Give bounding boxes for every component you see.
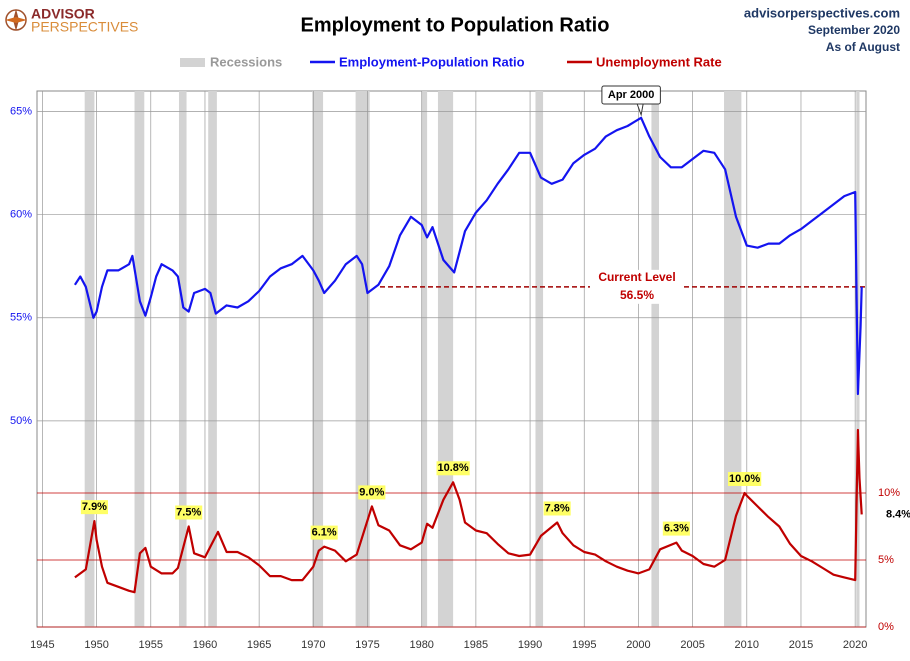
- callout-box: [601, 85, 661, 105]
- annotation: Current Level: [598, 270, 675, 284]
- annotation: 56.5%: [620, 288, 654, 302]
- legend-label: Unemployment Rate: [596, 54, 722, 69]
- source: advisorperspectives.com: [744, 5, 900, 20]
- value-label: 6.1%: [312, 527, 337, 539]
- y-tick-label: 50%: [10, 415, 32, 427]
- recession-band: [651, 91, 660, 627]
- value-label: 10.8%: [438, 462, 469, 474]
- value-label: 6.3%: [664, 522, 689, 534]
- value-label-bg: [662, 521, 690, 536]
- y-tick-label: 65%: [10, 106, 32, 118]
- x-tick-label: 1965: [247, 639, 271, 651]
- x-tick-label: 1970: [301, 639, 325, 651]
- x-tick-label: 1990: [518, 639, 542, 651]
- x-tick-label: 1955: [139, 639, 163, 651]
- value-label-bg: [175, 505, 203, 520]
- value-label: 7.5%: [176, 506, 201, 518]
- value-label: 7.9%: [82, 501, 107, 513]
- x-tick-label: 1985: [464, 639, 488, 651]
- value-label-bg: [80, 500, 108, 515]
- recession-band: [312, 91, 324, 627]
- y2-tick-label: 5%: [878, 554, 894, 566]
- series-line: [74, 428, 863, 594]
- brand: PERSPECTIVES: [31, 19, 138, 35]
- callout: Apr 2000: [608, 89, 654, 101]
- series-line: [73, 116, 863, 396]
- x-tick-label: 2020: [843, 639, 867, 651]
- legend-label: Recessions: [210, 54, 282, 69]
- legend-swatch: [180, 58, 205, 67]
- brand: ADVISOR: [31, 6, 95, 22]
- x-tick-label: 1975: [355, 639, 379, 651]
- value-label: 7.8%: [545, 502, 570, 514]
- recession-band: [134, 91, 145, 627]
- x-tick-label: 2015: [789, 639, 813, 651]
- chart-title: Employment to Population Ratio: [301, 14, 610, 36]
- value-label-bg: [728, 472, 762, 486]
- value-label-bg: [358, 485, 386, 500]
- x-tick-label: 1980: [409, 639, 433, 651]
- y-tick-label: 55%: [10, 312, 32, 324]
- source: As of August: [826, 40, 900, 54]
- x-tick-label: 1995: [572, 639, 596, 651]
- recession-band: [421, 91, 428, 627]
- value-label: 10.0%: [729, 473, 760, 485]
- recession-band: [535, 91, 544, 627]
- x-tick-label: 2000: [626, 639, 650, 651]
- value-label-bg: [885, 507, 910, 522]
- x-tick-label: 1960: [193, 639, 217, 651]
- logo-icon: [5, 9, 27, 31]
- recession-band: [437, 91, 454, 627]
- x-tick-label: 1945: [30, 639, 54, 651]
- recession-band: [178, 91, 187, 627]
- y2-tick-label: 10%: [878, 487, 900, 499]
- recession-band: [208, 91, 217, 627]
- legend-label: Employment-Population Ratio: [339, 54, 525, 69]
- annotation-box: [590, 269, 684, 304]
- value-label: 8.4%: [886, 508, 910, 520]
- x-tick-label: 2005: [680, 639, 704, 651]
- value-label-bg: [436, 461, 470, 476]
- value-label: 9.0%: [359, 486, 384, 498]
- recession-band: [84, 91, 95, 627]
- value-label-bg: [310, 525, 338, 540]
- y2-tick-label: 0%: [878, 621, 894, 633]
- x-tick-label: 1950: [84, 639, 108, 651]
- x-tick-label: 2010: [735, 639, 759, 651]
- source: September 2020: [808, 23, 900, 37]
- value-label-bg: [543, 501, 571, 516]
- callout-pointer: [636, 103, 644, 117]
- y-tick-label: 60%: [10, 209, 32, 221]
